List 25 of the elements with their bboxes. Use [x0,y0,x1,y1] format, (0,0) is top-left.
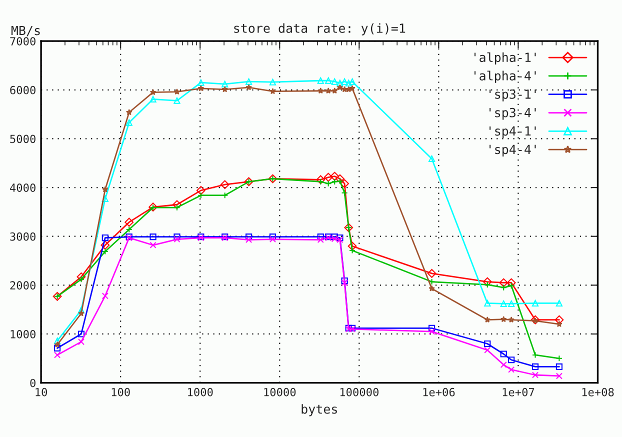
y-tick-label: 0 [30,378,36,388]
y-tick-label: 2000 [10,281,36,290]
legend-label: 'sp4-4' [490,144,536,157]
legend-label: 'alpha-1' [474,52,536,64]
legend-label: 'alpha-4' [474,70,536,83]
x-tick-label: 10000 [264,388,296,396]
x-tick-label: 1e+08 [582,388,614,396]
chart-title: store data rate: y(i)=1 [234,23,406,36]
y-tick-label: 3000 [10,232,36,241]
x-tick-label: 10 [36,388,48,396]
x-tick-label: 1e+06 [423,388,455,396]
x-tick-label: 100000 [340,388,379,396]
y-tick-label: 5000 [10,134,36,144]
x-tick-label: 1000 [188,388,213,396]
y-tick-label: 6000 [10,86,36,94]
x-tick-label: 100 [112,388,130,396]
legend-label: 'sp3-1' [490,89,536,102]
y-tick-label: 1000 [10,330,36,338]
y-tick-label: 4000 [10,184,36,192]
y-axis-title: MB/s [11,26,40,36]
x-tick-label: 1e+07 [502,388,534,396]
y-tick-label: 7000 [10,37,36,46]
legend-label: 'sp3-4' [490,108,536,120]
x-axis-title: bytes [302,404,337,416]
legend-label: 'sp4-1' [490,126,536,138]
